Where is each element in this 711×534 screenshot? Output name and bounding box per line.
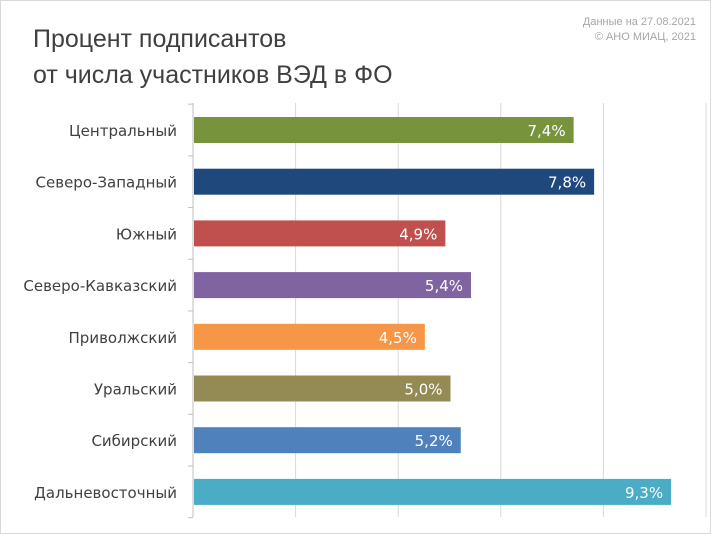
bar xyxy=(194,427,461,454)
category-label: Северо-Западный xyxy=(36,174,177,192)
chart-title-line-1: Процент подписантов xyxy=(33,25,287,53)
source-note: Данные на 27.08.2021 © АНО МИАЦ, 2021 xyxy=(583,15,696,45)
data-label: 5,0% xyxy=(404,381,442,399)
data-label: 7,8% xyxy=(548,174,586,192)
category-label: Приволжский xyxy=(69,329,177,347)
data-label: 4,5% xyxy=(379,329,417,347)
bar xyxy=(194,272,472,299)
category-label: Южный xyxy=(116,225,177,243)
category-label: Дальневосточный xyxy=(34,484,177,502)
bar xyxy=(194,168,595,195)
bar xyxy=(194,117,574,143)
source-copyright: © АНО МИАЦ, 2021 xyxy=(594,31,696,43)
data-label: 5,4% xyxy=(425,277,463,295)
bar xyxy=(194,323,425,350)
category-label: Сибирский xyxy=(91,432,177,450)
data-label: 5,2% xyxy=(415,432,453,450)
data-label: 9,3% xyxy=(625,484,663,502)
source-date: Данные на 27.08.2021 xyxy=(582,16,696,28)
category-label: Уральский xyxy=(94,381,177,399)
bar xyxy=(194,220,446,247)
category-label: Северо-Кавказский xyxy=(23,277,177,295)
data-label: 4,9% xyxy=(399,225,437,243)
data-label: 7,4% xyxy=(528,122,566,140)
bar xyxy=(194,478,672,505)
category-label: Центральный xyxy=(69,122,177,140)
chart-title-line-2: от числа участников ВЭД в ФО xyxy=(33,61,393,89)
bar xyxy=(194,375,451,402)
